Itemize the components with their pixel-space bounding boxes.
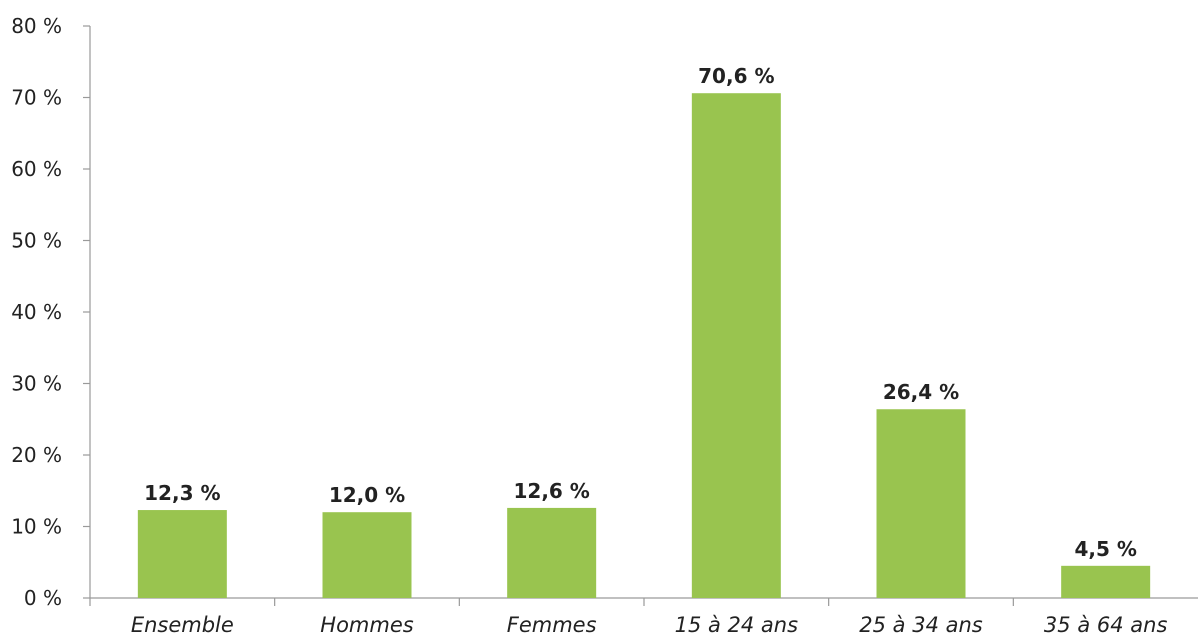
bar <box>322 512 412 598</box>
bar-value-label: 12,3 % <box>144 481 220 505</box>
y-tick-label: 70 % <box>11 86 62 110</box>
data-labels: 12,3 % 12,0 % 12,6 % 70,6 % 26,4 % 4,5 % <box>144 64 1137 561</box>
bar <box>507 507 597 598</box>
x-category-label: Ensemble <box>131 613 234 637</box>
x-category-label: Femmes <box>507 613 597 637</box>
x-axis: Ensemble Hommes Femmes 15 à 24 ans 25 à 34 a… <box>90 597 1198 637</box>
x-category-label: 15 à 24 ans <box>675 613 799 637</box>
y-tick-label: 50 % <box>11 229 62 253</box>
bar <box>876 409 966 598</box>
y-tick-label: 30 % <box>11 372 62 396</box>
bar <box>691 93 781 599</box>
x-category-label: Hommes <box>320 613 413 637</box>
bar-value-label: 26,4 % <box>883 380 959 404</box>
y-axis: 0 % 10 % 20 % 30 % 40 % 50 % 60 % 70 % 80 % <box>11 14 91 610</box>
x-category-label: 25 à 34 ans <box>859 613 983 637</box>
y-tick-label: 80 % <box>11 14 62 38</box>
y-tick-label: 20 % <box>11 443 62 467</box>
x-category-label: 35 à 64 ans <box>1044 613 1168 637</box>
y-tick-label: 0 % <box>24 586 62 610</box>
bar <box>137 510 227 598</box>
bar-value-label: 12,6 % <box>513 479 589 503</box>
bars <box>137 93 1151 599</box>
bar-value-label: 70,6 % <box>698 64 774 88</box>
y-tick-label: 40 % <box>11 300 62 324</box>
bar <box>1061 565 1151 598</box>
bar-value-label: 12,0 % <box>329 483 405 507</box>
y-tick-label: 10 % <box>11 515 62 539</box>
bar-value-label: 4,5 % <box>1074 537 1136 561</box>
y-tick-label: 60 % <box>11 157 62 181</box>
